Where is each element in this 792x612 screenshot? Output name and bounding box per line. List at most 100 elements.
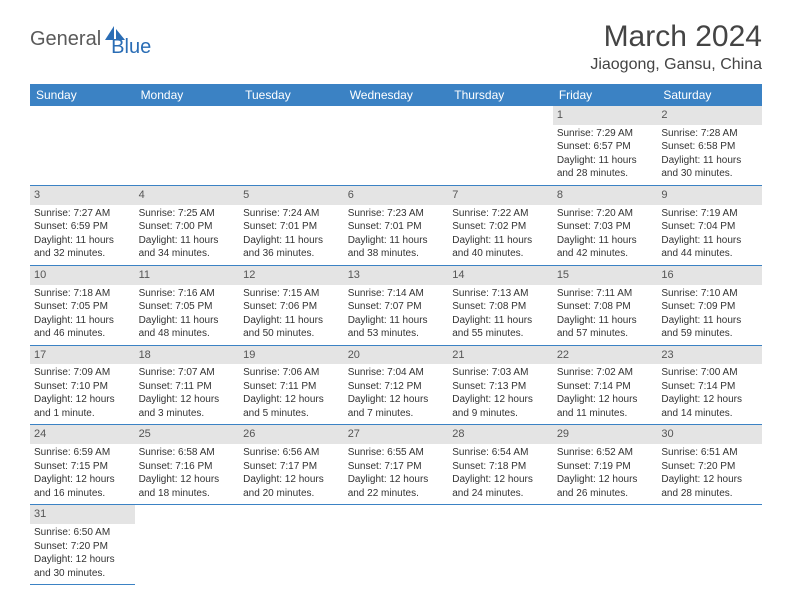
calendar-cell: 1Sunrise: 7:29 AMSunset: 6:57 PMDaylight… — [553, 106, 658, 185]
calendar-cell: 17Sunrise: 7:09 AMSunset: 7:10 PMDayligh… — [30, 345, 135, 425]
day-info: Sunrise: 7:22 AMSunset: 7:02 PMDaylight:… — [452, 207, 549, 261]
day-number: 3 — [30, 186, 135, 205]
day-number: 18 — [135, 346, 240, 365]
day-info: Sunrise: 7:20 AMSunset: 7:03 PMDaylight:… — [557, 207, 654, 261]
weekday-header: Friday — [553, 84, 658, 106]
calendar-cell: 25 Sunrise: 6:58 AMSunset: 7:16 PMDayligh… — [135, 425, 240, 505]
calendar-cell — [657, 505, 762, 585]
calendar-row: 10 Sunrise: 7:18 AMSunset: 7:05 PMDayligh… — [30, 265, 762, 345]
calendar-cell: 31 Sunrise: 6:50 AMSunset: 7:20 PMDayligh… — [30, 505, 135, 585]
day-number: 22 — [553, 346, 658, 365]
calendar-cell — [135, 505, 240, 585]
day-number: 2 — [657, 106, 762, 125]
day-number: 12 — [239, 266, 344, 285]
day-number: 15 — [553, 266, 658, 285]
day-info: Sunrise: 7:16 AMSunset: 7:05 PMDaylight:… — [139, 287, 236, 341]
day-info: Sunrise: 7:06 AMSunset: 7:11 PMDaylight:… — [243, 366, 340, 420]
calendar-cell — [30, 106, 135, 185]
day-info: Sunrise: 7:28 AMSunset: 6:58 PMDaylight:… — [661, 127, 758, 181]
day-info: Sunrise: 7:07 AMSunset: 7:11 PMDaylight:… — [139, 366, 236, 420]
calendar-cell: 13 Sunrise: 7:14 AMSunset: 7:07 PMDayligh… — [344, 265, 449, 345]
weekday-header: Saturday — [657, 84, 762, 106]
day-info: Sunrise: 7:03 AMSunset: 7:13 PMDaylight:… — [452, 366, 549, 420]
weekday-header: Sunday — [30, 84, 135, 106]
calendar-cell: 20Sunrise: 7:04 AMSunset: 7:12 PMDayligh… — [344, 345, 449, 425]
day-number: 10 — [30, 266, 135, 285]
calendar-cell: 3 Sunrise: 7:27 AMSunset: 6:59 PMDaylight… — [30, 185, 135, 265]
day-info: Sunrise: 6:55 AMSunset: 7:17 PMDaylight:… — [348, 446, 445, 500]
calendar-cell: 9 Sunrise: 7:19 AMSunset: 7:04 PMDaylight… — [657, 185, 762, 265]
day-info: Sunrise: 7:23 AMSunset: 7:01 PMDaylight:… — [348, 207, 445, 261]
calendar-cell: 12Sunrise: 7:15 AMSunset: 7:06 PMDayligh… — [239, 265, 344, 345]
day-number: 16 — [657, 266, 762, 285]
calendar-cell: 10 Sunrise: 7:18 AMSunset: 7:05 PMDayligh… — [30, 265, 135, 345]
day-number: 13 — [344, 266, 449, 285]
day-number: 7 — [448, 186, 553, 205]
calendar-cell: 28 Sunrise: 6:54 AMSunset: 7:18 PMDayligh… — [448, 425, 553, 505]
day-info: Sunrise: 6:54 AMSunset: 7:18 PMDaylight:… — [452, 446, 549, 500]
day-number: 6 — [344, 186, 449, 205]
day-info: Sunrise: 7:29 AMSunset: 6:57 PMDaylight:… — [557, 127, 654, 181]
calendar-cell: 27 Sunrise: 6:55 AMSunset: 7:17 PMDayligh… — [344, 425, 449, 505]
day-info: Sunrise: 7:02 AMSunset: 7:14 PMDaylight:… — [557, 366, 654, 420]
day-number: 14 — [448, 266, 553, 285]
day-number: 4 — [135, 186, 240, 205]
calendar-cell: 5Sunrise: 7:24 AMSunset: 7:01 PMDaylight… — [239, 185, 344, 265]
page-title: March 2024 — [590, 20, 762, 54]
calendar-cell: 4Sunrise: 7:25 AMSunset: 7:00 PMDaylight… — [135, 185, 240, 265]
day-number: 19 — [239, 346, 344, 365]
header: General Blue March 2024 Jiaogong, Gansu,… — [30, 20, 762, 74]
day-number: 27 — [344, 425, 449, 444]
day-number: 30 — [657, 425, 762, 444]
calendar-head: SundayMondayTuesdayWednesdayThursdayFrid… — [30, 84, 762, 106]
calendar-cell: 22Sunrise: 7:02 AMSunset: 7:14 PMDayligh… — [553, 345, 658, 425]
day-info: Sunrise: 7:18 AMSunset: 7:05 PMDaylight:… — [34, 287, 131, 341]
day-info: Sunrise: 7:24 AMSunset: 7:01 PMDaylight:… — [243, 207, 340, 261]
calendar-cell: 18Sunrise: 7:07 AMSunset: 7:11 PMDayligh… — [135, 345, 240, 425]
logo-text-blue: Blue — [111, 36, 151, 59]
day-info: Sunrise: 7:09 AMSunset: 7:10 PMDaylight:… — [34, 366, 131, 420]
day-number: 31 — [30, 505, 135, 524]
day-number: 17 — [30, 346, 135, 365]
day-info: Sunrise: 7:11 AMSunset: 7:08 PMDaylight:… — [557, 287, 654, 341]
weekday-header: Thursday — [448, 84, 553, 106]
calendar-table: SundayMondayTuesdayWednesdayThursdayFrid… — [30, 84, 762, 585]
calendar-cell: 14 Sunrise: 7:13 AMSunset: 7:08 PMDayligh… — [448, 265, 553, 345]
calendar-row: 3 Sunrise: 7:27 AMSunset: 6:59 PMDaylight… — [30, 185, 762, 265]
day-number: 21 — [448, 346, 553, 365]
calendar-cell: 29Sunrise: 6:52 AMSunset: 7:19 PMDayligh… — [553, 425, 658, 505]
day-number: 25 — [135, 425, 240, 444]
day-info: Sunrise: 7:19 AMSunset: 7:04 PMDaylight:… — [661, 207, 758, 261]
day-number: 9 — [657, 186, 762, 205]
day-info: Sunrise: 6:50 AMSunset: 7:20 PMDaylight:… — [34, 526, 131, 580]
day-info: Sunrise: 6:51 AMSunset: 7:20 PMDaylight:… — [661, 446, 758, 500]
calendar-cell — [239, 505, 344, 585]
calendar-cell — [344, 505, 449, 585]
day-info: Sunrise: 6:56 AMSunset: 7:17 PMDaylight:… — [243, 446, 340, 500]
calendar-cell: 15 Sunrise: 7:11 AMSunset: 7:08 PMDayligh… — [553, 265, 658, 345]
day-number: 28 — [448, 425, 553, 444]
logo-text-general: General — [30, 28, 101, 51]
day-info: Sunrise: 7:10 AMSunset: 7:09 PMDaylight:… — [661, 287, 758, 341]
calendar-cell: 30 Sunrise: 6:51 AMSunset: 7:20 PMDayligh… — [657, 425, 762, 505]
calendar-cell: 16 Sunrise: 7:10 AMSunset: 7:09 PMDayligh… — [657, 265, 762, 345]
logo: General Blue — [30, 20, 151, 59]
day-info: Sunrise: 7:00 AMSunset: 7:14 PMDaylight:… — [661, 366, 758, 420]
day-number: 26 — [239, 425, 344, 444]
day-number: 8 — [553, 186, 658, 205]
day-info: Sunrise: 6:58 AMSunset: 7:16 PMDaylight:… — [139, 446, 236, 500]
day-info: Sunrise: 7:14 AMSunset: 7:07 PMDaylight:… — [348, 287, 445, 341]
calendar-cell: 7 Sunrise: 7:22 AMSunset: 7:02 PMDaylight… — [448, 185, 553, 265]
weekday-header: Wednesday — [344, 84, 449, 106]
day-number: 24 — [30, 425, 135, 444]
day-info: Sunrise: 7:27 AMSunset: 6:59 PMDaylight:… — [34, 207, 131, 261]
day-info: Sunrise: 7:13 AMSunset: 7:08 PMDaylight:… — [452, 287, 549, 341]
weekday-header: Tuesday — [239, 84, 344, 106]
calendar-body: 1Sunrise: 7:29 AMSunset: 6:57 PMDaylight… — [30, 106, 762, 585]
calendar-cell — [448, 106, 553, 185]
calendar-row: 24Sunrise: 6:59 AMSunset: 7:15 PMDayligh… — [30, 425, 762, 505]
weekday-header: Monday — [135, 84, 240, 106]
calendar-cell: 11Sunrise: 7:16 AMSunset: 7:05 PMDayligh… — [135, 265, 240, 345]
calendar-cell — [553, 505, 658, 585]
calendar-row: 1Sunrise: 7:29 AMSunset: 6:57 PMDaylight… — [30, 106, 762, 185]
